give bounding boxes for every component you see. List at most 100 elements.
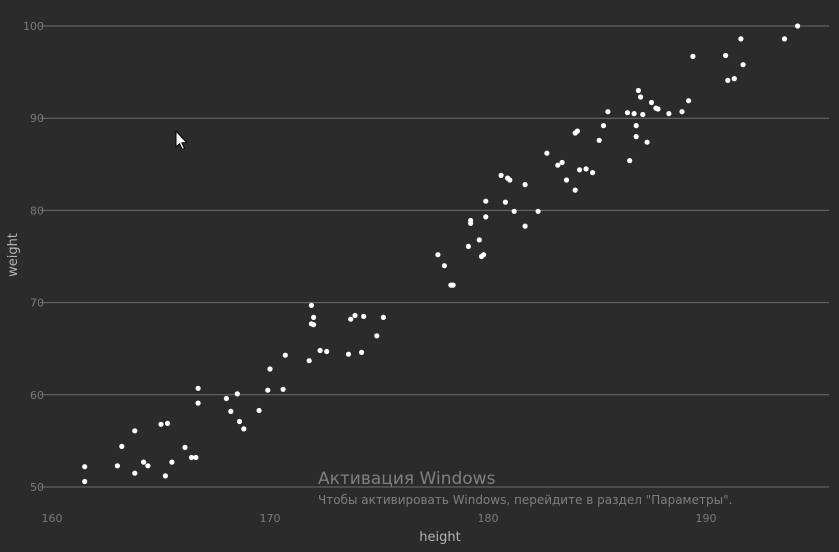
data-point [605, 109, 611, 115]
data-point [600, 123, 607, 129]
data-point [132, 428, 138, 434]
data-point [195, 385, 201, 391]
data-point [535, 208, 541, 214]
windows-activation-subtitle: Чтобы активировать Windows, перейдите в … [318, 493, 732, 507]
y-axis-ticks: 50 60 70 80 90 100 [23, 20, 44, 494]
data-point [638, 94, 644, 100]
data-point [195, 400, 201, 406]
data-point [483, 198, 489, 204]
data-point [82, 464, 88, 470]
data-point [555, 162, 561, 168]
y-tick-label: 50 [30, 481, 44, 494]
mouse-cursor-icon [175, 130, 188, 150]
data-point [182, 444, 188, 450]
data-point [317, 347, 323, 354]
data-point [141, 459, 147, 465]
data-point [498, 172, 504, 178]
data-point [544, 150, 550, 156]
data-point [795, 23, 801, 29]
data-point [723, 52, 729, 59]
data-point [596, 137, 602, 143]
windows-activation-title: Активация Windows [318, 469, 496, 489]
data-point [241, 426, 247, 432]
data-point [164, 420, 171, 426]
data-point [374, 333, 380, 339]
data-point [465, 243, 471, 249]
data-point [574, 128, 581, 134]
x-axis-title: height [419, 530, 460, 545]
data-point [82, 478, 88, 485]
data-point [280, 386, 286, 392]
data-point [633, 134, 639, 140]
data-point [169, 459, 175, 465]
x-tick-label: 180 [478, 512, 499, 525]
data-point [572, 187, 578, 193]
data-point [441, 263, 447, 269]
x-tick-label: 160 [42, 512, 63, 525]
y-tick-label: 70 [30, 297, 44, 310]
data-point [132, 470, 138, 476]
data-point [324, 348, 330, 355]
data-point [644, 139, 650, 145]
data-point [162, 473, 168, 479]
data-point [481, 252, 487, 258]
data-point [624, 110, 631, 116]
data-point [686, 98, 692, 104]
data-point [590, 170, 596, 176]
data-point [640, 111, 646, 118]
data-point [502, 199, 508, 205]
data-point [731, 76, 737, 82]
data-point [522, 223, 528, 229]
data-point [450, 282, 456, 288]
data-point [740, 62, 746, 68]
data-point [577, 167, 583, 173]
data-point [738, 36, 744, 42]
data-point [635, 87, 642, 94]
data-point [282, 352, 288, 358]
data-point [627, 158, 633, 164]
data-point [359, 349, 365, 355]
data-point [361, 313, 367, 319]
data-point [145, 463, 151, 469]
data-point [435, 252, 441, 258]
data-point [256, 407, 262, 414]
data-point [158, 421, 164, 427]
data-point [311, 322, 317, 328]
data-points [82, 23, 801, 485]
data-point [563, 177, 570, 183]
data-point [648, 99, 655, 106]
data-point [690, 53, 696, 60]
data-point [679, 109, 685, 115]
data-point [352, 312, 358, 319]
data-point [380, 314, 386, 320]
data-point [311, 314, 317, 320]
data-point [236, 418, 243, 425]
x-axis-ticks: 160 170 180 190 [42, 512, 717, 525]
x-tick-label: 190 [696, 512, 717, 525]
data-point [345, 351, 352, 357]
data-point [476, 237, 482, 243]
data-point [483, 214, 489, 220]
y-tick-label: 60 [30, 389, 44, 402]
data-point [193, 454, 199, 461]
data-point [631, 111, 637, 117]
data-point [666, 111, 672, 117]
data-point [267, 366, 273, 372]
data-point [348, 316, 354, 322]
data-point [507, 177, 513, 183]
data-point [522, 182, 528, 188]
data-point [228, 408, 234, 414]
data-point [559, 159, 565, 166]
data-point [119, 443, 125, 449]
y-axis-title: weight [6, 233, 21, 277]
data-point [308, 302, 314, 308]
data-point [265, 387, 271, 393]
data-point [468, 217, 474, 224]
y-tick-label: 80 [30, 204, 44, 217]
data-point [583, 166, 589, 172]
data-point [234, 391, 240, 397]
data-point [511, 208, 517, 214]
data-point [633, 123, 639, 129]
data-point [781, 36, 788, 42]
